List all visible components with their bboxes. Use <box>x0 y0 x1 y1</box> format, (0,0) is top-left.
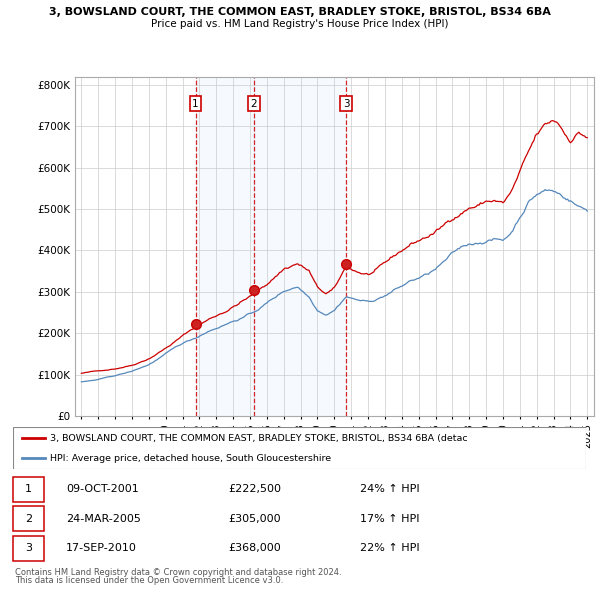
Text: Contains HM Land Registry data © Crown copyright and database right 2024.: Contains HM Land Registry data © Crown c… <box>15 568 341 577</box>
Bar <box>196 77 254 416</box>
Text: 1: 1 <box>25 484 32 494</box>
Text: 24% ↑ HPI: 24% ↑ HPI <box>360 484 419 494</box>
Text: 24-MAR-2005: 24-MAR-2005 <box>66 514 141 523</box>
FancyBboxPatch shape <box>13 427 586 469</box>
Text: £305,000: £305,000 <box>228 514 281 523</box>
Text: 3: 3 <box>25 543 32 553</box>
Text: 17-SEP-2010: 17-SEP-2010 <box>66 543 137 553</box>
Text: Price paid vs. HM Land Registry's House Price Index (HPI): Price paid vs. HM Land Registry's House … <box>151 19 449 29</box>
Text: 1: 1 <box>192 99 199 109</box>
Bar <box>254 77 346 416</box>
Text: 3: 3 <box>343 99 350 109</box>
Text: This data is licensed under the Open Government Licence v3.0.: This data is licensed under the Open Gov… <box>15 576 283 585</box>
Text: HPI: Average price, detached house, South Gloucestershire: HPI: Average price, detached house, Sout… <box>50 454 332 463</box>
Text: 3, BOWSLAND COURT, THE COMMON EAST, BRADLEY STOKE, BRISTOL, BS34 6BA: 3, BOWSLAND COURT, THE COMMON EAST, BRAD… <box>49 7 551 17</box>
Text: 22% ↑ HPI: 22% ↑ HPI <box>360 543 419 553</box>
Text: 09-OCT-2001: 09-OCT-2001 <box>66 484 139 494</box>
Text: £368,000: £368,000 <box>228 543 281 553</box>
Text: 3, BOWSLAND COURT, THE COMMON EAST, BRADLEY STOKE, BRISTOL, BS34 6BA (detac: 3, BOWSLAND COURT, THE COMMON EAST, BRAD… <box>50 434 468 443</box>
Text: 17% ↑ HPI: 17% ↑ HPI <box>360 514 419 523</box>
Text: 2: 2 <box>251 99 257 109</box>
Text: 2: 2 <box>25 514 32 523</box>
Text: £222,500: £222,500 <box>228 484 281 494</box>
